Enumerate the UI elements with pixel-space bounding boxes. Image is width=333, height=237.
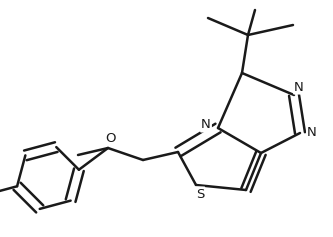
Text: S: S [196,187,204,201]
Text: N: N [201,118,211,132]
Text: N: N [307,127,317,140]
Text: O: O [105,132,115,145]
Text: N: N [294,81,304,94]
